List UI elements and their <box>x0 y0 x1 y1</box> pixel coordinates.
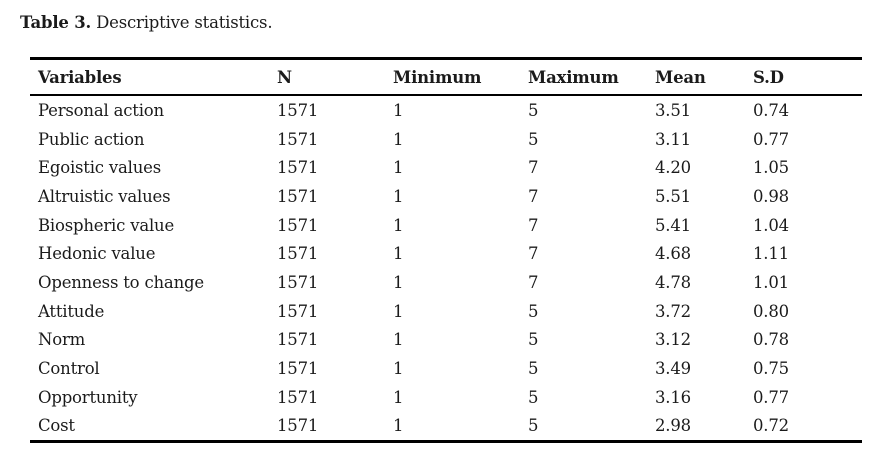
value-cell: 1571 <box>277 129 319 149</box>
value-cell: 1571 <box>277 272 319 292</box>
value-cell: 3.51 <box>655 100 691 120</box>
value-cell: 1571 <box>277 359 319 379</box>
value-cell: 5 <box>528 301 539 321</box>
variable-name-cell: Altruistic values <box>38 186 171 206</box>
column-header-variables: Variables <box>38 67 122 87</box>
descriptive-statistics-table: Variables N Minimum Maximum Mean S.D Personal… <box>30 57 862 444</box>
value-cell: 0.77 <box>753 129 789 149</box>
column-header-n: N <box>277 67 292 87</box>
column-header-minimum: Minimum <box>393 67 482 87</box>
value-cell: 0.98 <box>753 186 789 206</box>
value-cell: 1571 <box>277 387 319 407</box>
table-caption: Table 3. Descriptive statistics. <box>20 12 273 33</box>
variable-name-cell: Norm <box>38 330 86 350</box>
value-cell: 1.11 <box>753 244 789 264</box>
value-cell: 1 <box>393 416 404 436</box>
value-cell: 3.12 <box>655 330 691 350</box>
variable-name-cell: Public action <box>38 129 145 149</box>
value-cell: 1 <box>393 387 404 407</box>
value-cell: 1.01 <box>753 272 789 292</box>
value-cell: 1 <box>393 359 404 379</box>
value-cell: 3.72 <box>655 301 691 321</box>
value-cell: 5 <box>528 387 539 407</box>
variable-name-cell: Openness to change <box>38 272 204 292</box>
value-cell: 3.49 <box>655 359 691 379</box>
variable-name-cell: Cost <box>38 416 75 436</box>
table-row: Norm 1571 1 5 3.12 0.78 <box>30 326 862 355</box>
value-cell: 1.05 <box>753 158 789 178</box>
value-cell: 1 <box>393 301 404 321</box>
value-cell: 3.16 <box>655 387 691 407</box>
value-cell: 1571 <box>277 100 319 120</box>
variable-name-cell: Opportunity <box>38 387 138 407</box>
value-cell: 4.68 <box>655 244 691 264</box>
table-row: Personal action 1571 1 5 3.51 0.74 <box>30 95 862 125</box>
value-cell: 1571 <box>277 244 319 264</box>
value-cell: 4.20 <box>655 158 691 178</box>
table-body: Personal action 1571 1 5 3.51 0.74 Public acti… <box>30 95 862 442</box>
value-cell: 1571 <box>277 330 319 350</box>
value-cell: 0.77 <box>753 387 789 407</box>
value-cell: 5.51 <box>655 186 691 206</box>
table-row: Biospheric value 1571 1 7 5.41 1.04 <box>30 211 862 240</box>
table-caption-text: Descriptive statistics. <box>91 13 273 32</box>
value-cell: 5 <box>528 416 539 436</box>
value-cell: 5 <box>528 330 539 350</box>
table-row: Hedonic value 1571 1 7 4.68 1.11 <box>30 239 862 268</box>
variable-name-cell: Biospheric value <box>38 215 175 235</box>
column-header-s-d: S.D <box>753 67 784 87</box>
value-cell: 1571 <box>277 215 319 235</box>
value-cell: 0.74 <box>753 100 789 120</box>
value-cell: 1 <box>393 272 404 292</box>
value-cell: 1 <box>393 215 404 235</box>
value-cell: 5 <box>528 359 539 379</box>
table-row: Altruistic values 1571 1 7 5.51 0.98 <box>30 182 862 211</box>
table-row: Attitude 1571 1 5 3.72 0.80 <box>30 297 862 326</box>
variable-name-cell: Egoistic values <box>38 158 161 178</box>
value-cell: 0.75 <box>753 359 789 379</box>
table-header: Variables N Minimum Maximum Mean S.D <box>30 59 862 95</box>
value-cell: 1 <box>393 244 404 264</box>
value-cell: 1571 <box>277 186 319 206</box>
value-cell: 7 <box>528 215 539 235</box>
value-cell: 1 <box>393 330 404 350</box>
value-cell: 7 <box>528 244 539 264</box>
value-cell: 0.78 <box>753 330 789 350</box>
variable-name-cell: Attitude <box>38 301 105 321</box>
value-cell: 5 <box>528 129 539 149</box>
value-cell: 0.80 <box>753 301 789 321</box>
column-header-maximum: Maximum <box>528 67 619 87</box>
value-cell: 1 <box>393 129 404 149</box>
table-caption-number: Table 3. <box>20 13 92 32</box>
value-cell: 1571 <box>277 158 319 178</box>
value-cell: 1 <box>393 100 404 120</box>
column-header-mean: Mean <box>655 67 706 87</box>
value-cell: 3.11 <box>655 129 691 149</box>
value-cell: 1.04 <box>753 215 789 235</box>
value-cell: 1571 <box>277 416 319 436</box>
value-cell: 7 <box>528 158 539 178</box>
value-cell: 1 <box>393 158 404 178</box>
table-row: Cost 1571 1 5 2.98 0.72 <box>30 412 862 442</box>
value-cell: 7 <box>528 186 539 206</box>
variable-name-cell: Hedonic value <box>38 244 156 264</box>
value-cell: 2.98 <box>655 416 691 436</box>
value-cell: 0.72 <box>753 416 789 436</box>
table-row: Opportunity 1571 1 5 3.16 0.77 <box>30 383 862 412</box>
value-cell: 1571 <box>277 301 319 321</box>
value-cell: 4.78 <box>655 272 691 292</box>
variable-name-cell: Control <box>38 359 100 379</box>
value-cell: 5 <box>528 100 539 120</box>
value-cell: 7 <box>528 272 539 292</box>
value-cell: 1 <box>393 186 404 206</box>
header-row: Variables N Minimum Maximum Mean S.D <box>30 59 862 95</box>
table-row: Openness to change 1571 1 7 4.78 1.01 <box>30 268 862 297</box>
table-row: Egoistic values 1571 1 7 4.20 1.05 <box>30 153 862 182</box>
table-row: Control 1571 1 5 3.49 0.75 <box>30 354 862 383</box>
value-cell: 5.41 <box>655 215 691 235</box>
table-row: Public action 1571 1 5 3.11 0.77 <box>30 125 862 154</box>
variable-name-cell: Personal action <box>38 100 164 120</box>
